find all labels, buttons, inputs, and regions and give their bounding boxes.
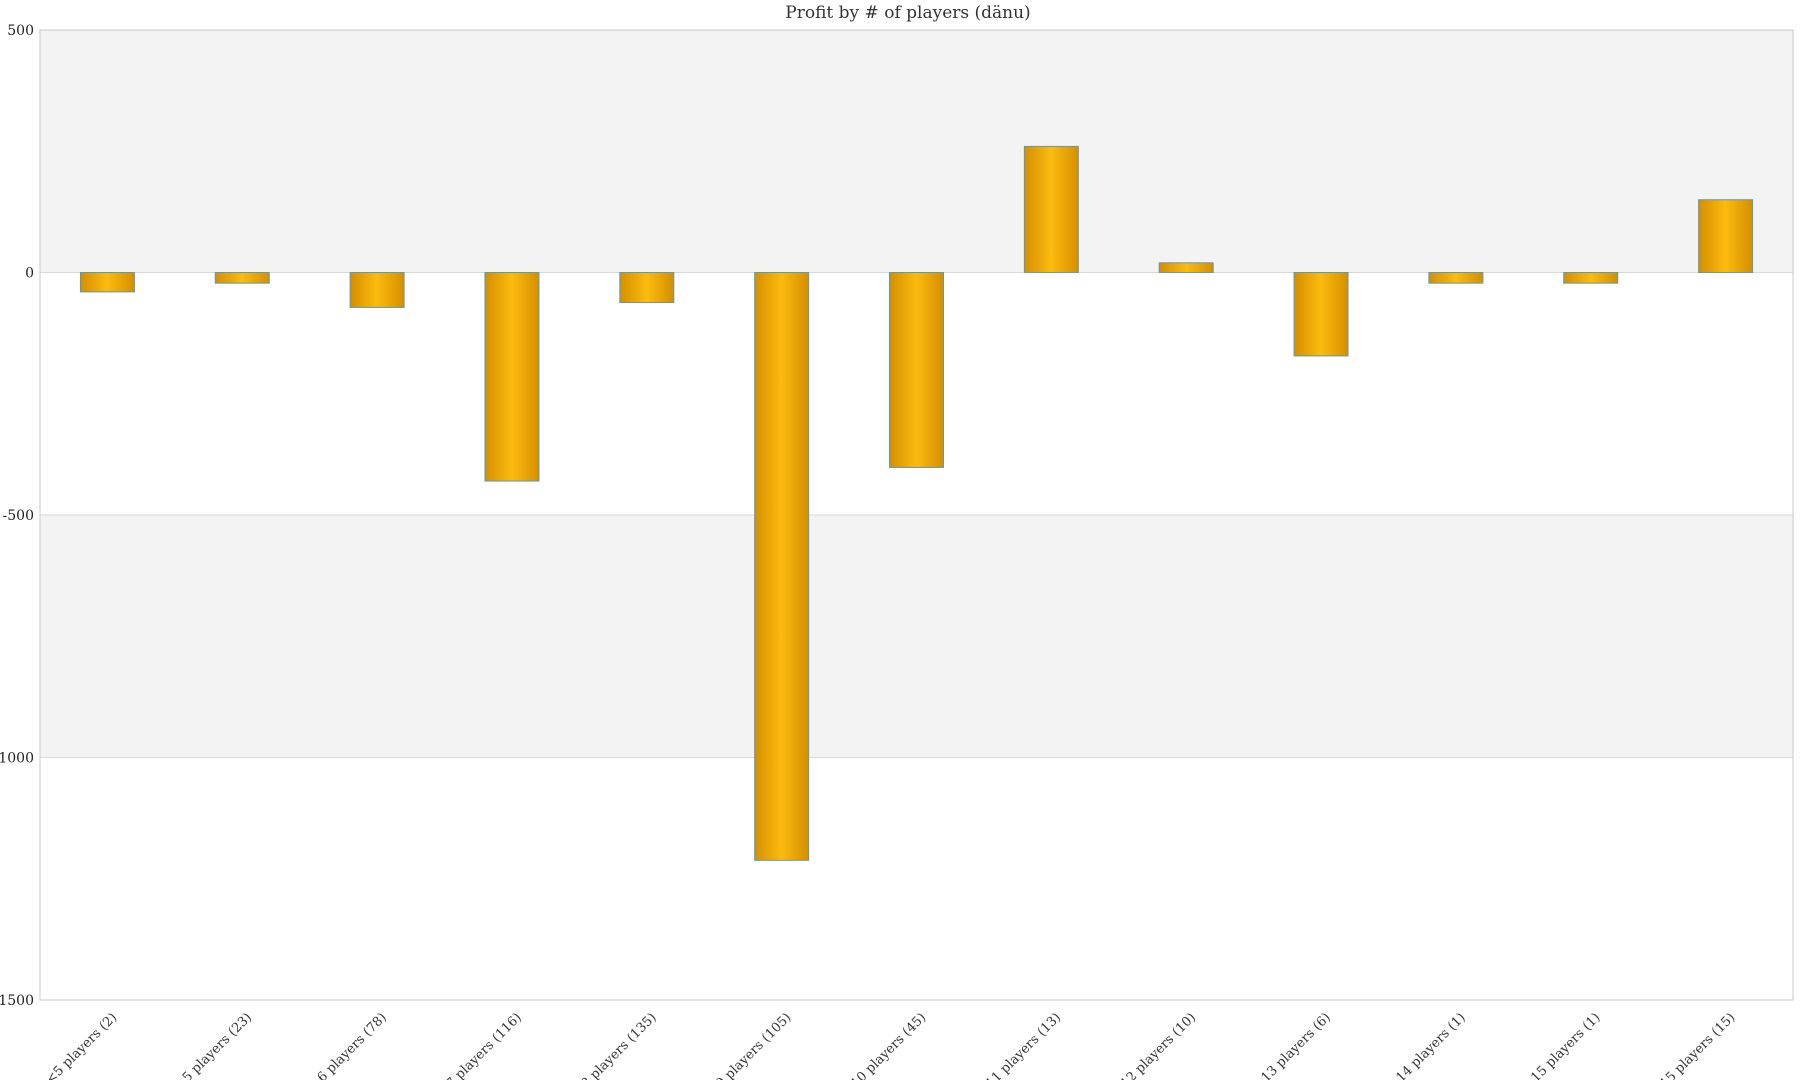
x-tick-label: 6 players (78) bbox=[315, 1010, 390, 1080]
bar bbox=[889, 272, 944, 468]
plot-frame bbox=[39, 29, 1794, 1001]
bar bbox=[1293, 272, 1349, 357]
x-tick-label: 7 players (116) bbox=[444, 1010, 525, 1080]
bar bbox=[619, 272, 675, 304]
bar bbox=[1698, 199, 1754, 273]
y-tick-label: -500 bbox=[3, 508, 34, 524]
x-tick-label: 13 players (6) bbox=[1259, 1010, 1334, 1080]
chart-title: Profit by # of players (dänu) bbox=[785, 3, 1030, 23]
bar bbox=[754, 272, 810, 861]
plot-area bbox=[39, 29, 1794, 1001]
y-axis-ticks: 500 0 -500 -1000 -1500 bbox=[0, 23, 34, 1009]
y-tick-label: -1000 bbox=[0, 751, 34, 767]
y-tick-label: 500 bbox=[7, 23, 34, 39]
grid-band bbox=[40, 30, 1793, 273]
bar bbox=[349, 272, 405, 308]
x-tick-label: 15 players (1) bbox=[1528, 1010, 1603, 1080]
x-tick-label: 12 players (10) bbox=[1118, 1010, 1199, 1080]
x-tick-label: 11 players (13) bbox=[983, 1010, 1064, 1080]
bar bbox=[1023, 145, 1079, 273]
grid-band bbox=[40, 515, 1793, 758]
x-tick-label: >15 players (15) bbox=[1650, 1010, 1739, 1080]
bar bbox=[1158, 262, 1214, 273]
x-tick-label: 10 players (45) bbox=[848, 1010, 929, 1080]
x-tick-label: 5 players (23) bbox=[180, 1010, 255, 1080]
bar bbox=[79, 272, 135, 293]
x-tick-label: <5 players (2) bbox=[43, 1010, 120, 1080]
x-tick-label: 14 players (1) bbox=[1393, 1010, 1468, 1080]
y-tick-label: -1500 bbox=[0, 993, 34, 1009]
x-tick-label: 8 players (135) bbox=[579, 1010, 660, 1080]
bar bbox=[214, 272, 270, 284]
bar bbox=[1428, 272, 1484, 284]
y-tick-label: 0 bbox=[25, 266, 34, 282]
x-axis-ticks: <5 players (2) 5 players (23) 6 players (7… bbox=[43, 1010, 1738, 1080]
x-tick-label: 9 players (105) bbox=[713, 1010, 794, 1080]
bars bbox=[79, 145, 1754, 861]
bar bbox=[1563, 272, 1619, 284]
bar bbox=[484, 272, 540, 482]
